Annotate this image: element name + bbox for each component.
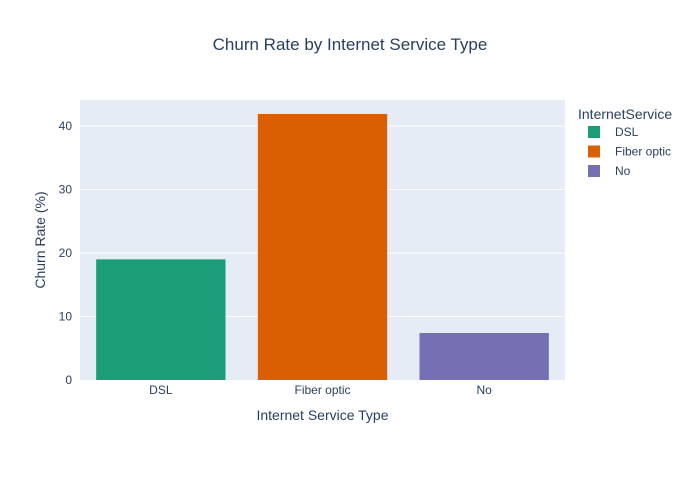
legend-swatch [588, 165, 600, 177]
legend-item-fiber-optic[interactable]: Fiber optic [588, 145, 671, 159]
legend-label: No [615, 164, 631, 178]
y-tick-label: 0 [65, 373, 72, 387]
legend-label: Fiber optic [615, 145, 671, 159]
bar-fiber-optic[interactable] [257, 113, 388, 380]
x-tick-label: No [476, 383, 492, 397]
y-axis-ticks: 0 10 20 30 40 [59, 119, 73, 387]
legend-item-no[interactable]: No [588, 164, 631, 178]
y-tick-label: 20 [59, 246, 73, 260]
x-axis-title: Internet Service Type [256, 407, 388, 423]
y-tick-label: 40 [59, 119, 73, 133]
legend-swatch [588, 126, 600, 138]
legend-item-dsl[interactable]: DSL [588, 125, 639, 139]
legend-items: DSL Fiber optic No [588, 125, 671, 178]
bars [96, 113, 549, 380]
x-axis-ticks: DSL Fiber optic No [149, 383, 492, 397]
bar-dsl[interactable] [96, 259, 226, 380]
chart-title: Churn Rate by Internet Service Type [213, 35, 488, 54]
bar-no[interactable] [419, 333, 549, 380]
y-axis-title: Churn Rate (%) [32, 191, 48, 288]
x-tick-label: DSL [149, 383, 173, 397]
x-tick-label: Fiber optic [294, 383, 350, 397]
y-tick-label: 30 [59, 183, 73, 197]
legend-title: InternetService [578, 106, 672, 122]
y-tick-label: 10 [59, 310, 73, 324]
legend-label: DSL [615, 125, 639, 139]
legend: InternetService DSL Fiber optic No [578, 106, 672, 178]
legend-swatch [588, 145, 600, 158]
